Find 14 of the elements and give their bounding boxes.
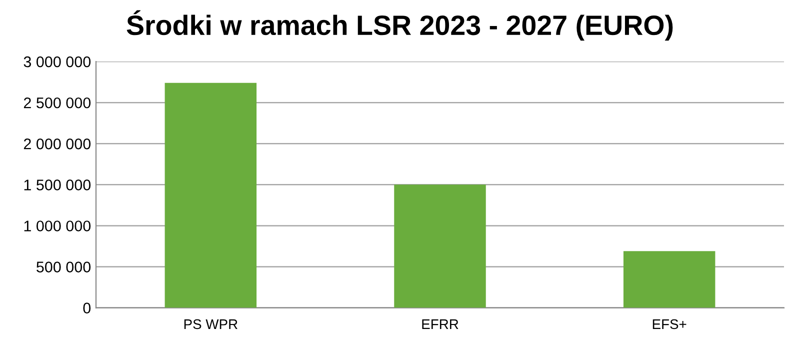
bar bbox=[394, 184, 486, 308]
y-tick-label: 500 000 bbox=[36, 262, 91, 272]
chart-title: Środki w ramach LSR 2023 - 2027 (EURO) bbox=[126, 10, 673, 41]
x-tick-label: PS WPR bbox=[184, 319, 238, 330]
y-tick-label: 2 000 000 bbox=[24, 138, 91, 150]
x-tick-label: EFRR bbox=[422, 319, 458, 329]
bar bbox=[623, 251, 716, 308]
y-tick-label: 1 500 000 bbox=[24, 180, 91, 190]
bar bbox=[164, 82, 257, 308]
y-tick-label: 0 bbox=[83, 302, 91, 314]
y-tick-label: 1 000 000 bbox=[24, 220, 91, 232]
x-tick-label: EFS+ bbox=[652, 319, 686, 330]
y-tick-label: 3 000 000 bbox=[24, 56, 91, 68]
y-tick-label: 2 500 000 bbox=[24, 97, 91, 108]
